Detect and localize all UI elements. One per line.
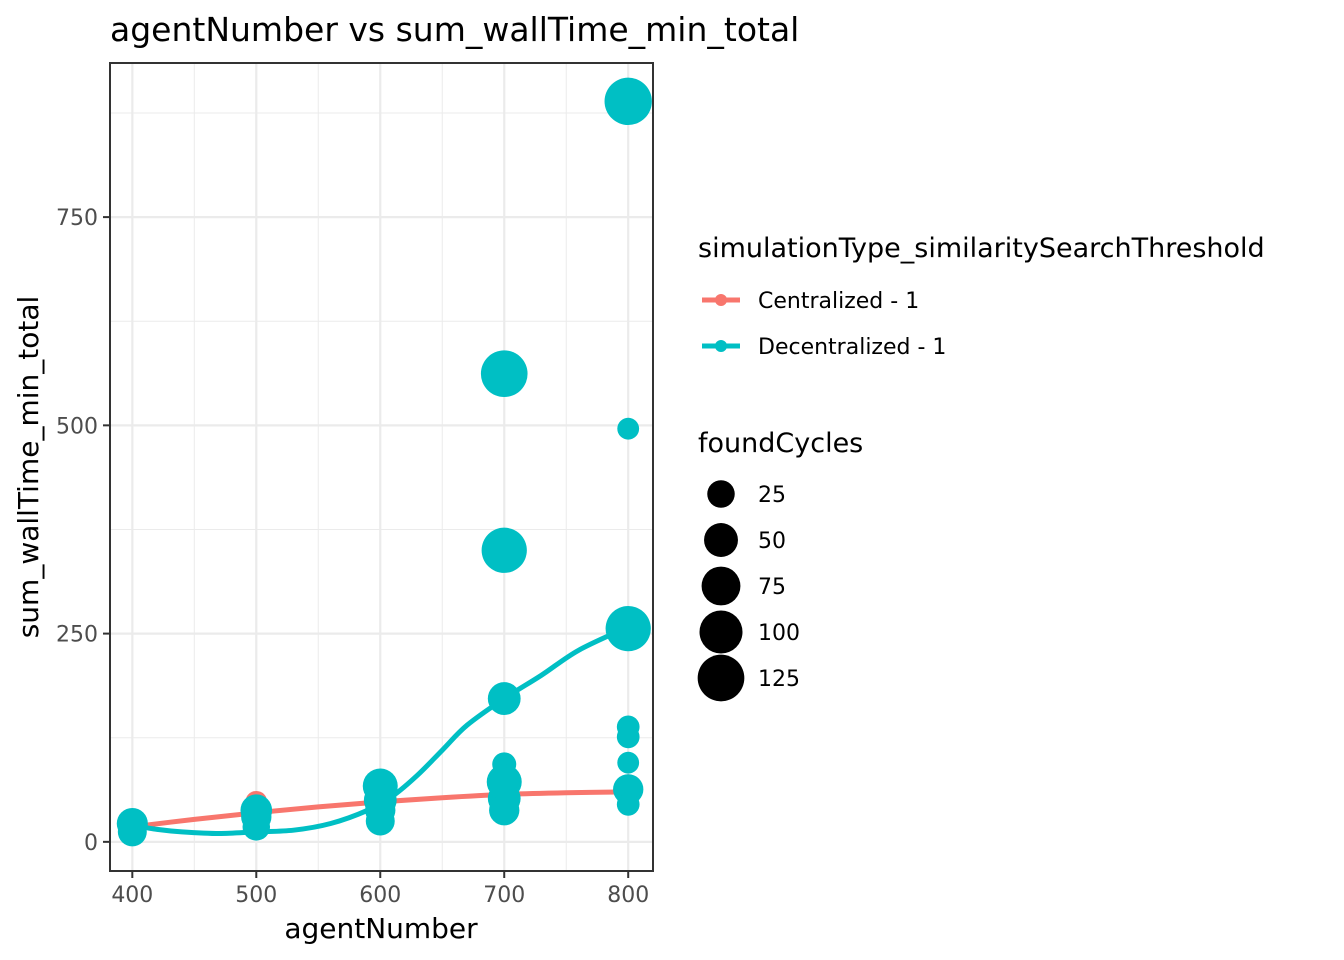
y-tick-label: 750 xyxy=(56,206,98,231)
point-decentralized xyxy=(489,795,520,826)
chart-title: agentNumber vs sum_wallTime_min_total xyxy=(110,10,799,49)
color-legend-title: simulationType_similaritySearchThreshold xyxy=(698,233,1265,264)
x-tick-label: 800 xyxy=(607,883,649,908)
x-tick-label: 700 xyxy=(483,883,525,908)
y-tick-label: 250 xyxy=(56,623,98,648)
point-decentralized xyxy=(617,417,640,440)
y-axis: 0 250 500 750 xyxy=(56,206,110,856)
legend: simulationType_similaritySearchThreshold… xyxy=(697,233,1265,702)
y-axis-label: sum_wallTime_min_total xyxy=(12,296,45,639)
point-decentralized xyxy=(487,682,521,715)
point-decentralized xyxy=(480,350,528,398)
point-decentralized xyxy=(365,806,395,836)
size-legend-label: 125 xyxy=(758,667,800,692)
y-tick-label: 500 xyxy=(56,414,98,439)
y-tick-label: 0 xyxy=(84,831,98,856)
size-legend-label: 50 xyxy=(758,529,786,554)
point-decentralized xyxy=(617,751,640,774)
point-decentralized xyxy=(616,792,640,816)
size-legend-label: 100 xyxy=(758,621,800,646)
legend-label: Decentralized - 1 xyxy=(758,335,946,360)
point-decentralized xyxy=(481,527,527,573)
x-tick-label: 600 xyxy=(359,883,401,908)
grid-major xyxy=(110,63,653,871)
point-decentralized xyxy=(117,817,147,847)
legend-key-point xyxy=(715,340,727,352)
legend-key-point xyxy=(715,294,727,306)
x-tick-label: 400 xyxy=(111,883,153,908)
size-legend-dot xyxy=(699,610,743,654)
point-decentralized xyxy=(604,77,652,125)
grid-minor xyxy=(110,63,653,871)
point-decentralized xyxy=(605,605,651,652)
size-legend-dot xyxy=(697,654,745,702)
point-decentralized xyxy=(242,813,271,841)
point-decentralized xyxy=(616,725,640,749)
legend-label: Centralized - 1 xyxy=(758,289,919,314)
x-axis-label: agentNumber xyxy=(284,912,478,945)
size-legend-label: 75 xyxy=(758,575,786,600)
data-points xyxy=(116,77,652,847)
x-axis: 400 500 600 700 800 xyxy=(111,871,649,908)
plot-panel-border xyxy=(109,62,654,872)
size-legend-dot xyxy=(707,480,735,508)
size-legend-dot xyxy=(704,523,738,557)
size-legend-dot xyxy=(701,566,741,606)
x-tick-label: 500 xyxy=(235,883,277,908)
size-legend-title: foundCycles xyxy=(698,428,863,459)
size-legend-label: 25 xyxy=(758,483,786,508)
